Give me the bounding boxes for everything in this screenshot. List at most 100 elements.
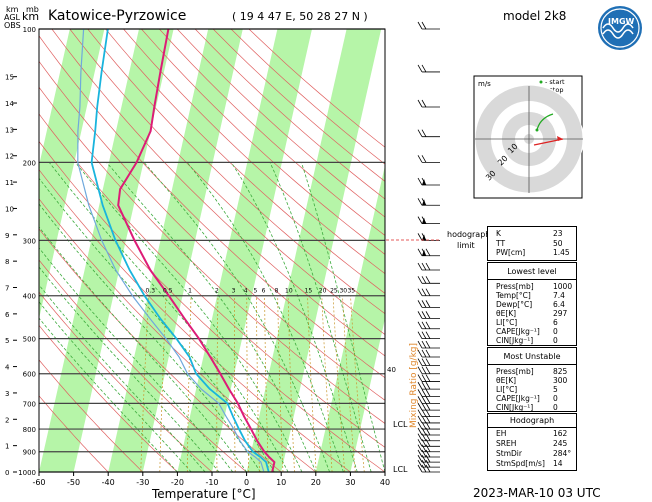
hodograph-params-panel: Hodograph EH 162 SREH 245 StmDir 284° StmSpd[m…	[487, 413, 577, 471]
isotherm-band	[39, 29, 105, 319]
hodograph-param-key: SREH	[496, 439, 517, 448]
most-unstable-panel: Most Unstable Press[mb] 825 θE[K] 300 LI[°C]…	[487, 347, 577, 412]
moist-adiabat	[39, 317, 178, 472]
most-unstable-row: Press[mb] 825	[496, 367, 572, 376]
km-tick-label: 2	[5, 416, 9, 424]
index-row-tt: TT 50	[496, 239, 572, 248]
hodograph-params-title: Hodograph	[509, 416, 555, 425]
lowest-level-key: Temp[°C]	[496, 291, 531, 300]
mixing-ratio-tick-label: 35	[347, 288, 355, 295]
km-tick-label: 1	[5, 443, 9, 451]
dry-adiabat	[176, 29, 385, 218]
x-tick-label: -40	[102, 478, 115, 487]
x-tick-label: 10	[276, 478, 286, 487]
svg-text:IMGW: IMGW	[608, 17, 635, 26]
mixing-ratio-tick-label: 30	[339, 288, 347, 295]
most-unstable-title: Most Unstable	[503, 352, 561, 361]
dry-adiabat	[39, 228, 282, 472]
mixing-ratio-tick-label: 25	[330, 288, 338, 295]
dry-adiabat	[39, 395, 109, 472]
lowest-level-key: Press[mb]	[496, 282, 534, 291]
k-label: K	[496, 229, 501, 238]
moist-adiabat	[39, 203, 261, 472]
pressure-tick-label: 200	[23, 159, 36, 167]
pressure-tick-label: 600	[23, 371, 36, 379]
mixing-ratio-tick-label: 2	[215, 288, 219, 295]
hodograph-param-key: StmDir	[496, 449, 522, 458]
hodograph-start-label: - start	[545, 78, 565, 86]
lowest-level-value: 297	[553, 309, 568, 318]
x-tick-label: 0	[244, 478, 249, 487]
unit-mb-label: mb	[26, 5, 39, 14]
lcl-label-upper: LCL	[393, 420, 408, 429]
lowest-level-value: 6.4	[553, 300, 565, 309]
wind-barb-icon	[417, 300, 440, 308]
wind-barb-icon	[417, 262, 440, 271]
hodograph-param-key: EH	[496, 429, 507, 438]
isotherm-band	[315, 165, 385, 472]
wind-barb-icon	[417, 366, 440, 375]
wind-barb-icon	[417, 216, 440, 225]
dry-adiabat	[51, 29, 385, 357]
pressure-tick-label: 1000	[18, 469, 36, 477]
pressure-tick-label: 100	[23, 26, 36, 34]
wind-barb-icon	[417, 389, 440, 397]
pressure-tick-label: 400	[23, 293, 36, 301]
dry-adiabat	[39, 86, 385, 424]
dry-adiabat	[39, 359, 144, 472]
lowest-level-row: θE[K] 297	[496, 309, 572, 318]
km-tick-label: 15	[5, 74, 14, 82]
lowest-level-row: Press[mb] 1000	[496, 282, 572, 291]
wind-barb-icon	[417, 402, 440, 411]
x-tick-label: -60	[32, 478, 45, 487]
hodograph-limit-label-2: limit	[457, 241, 475, 250]
wind-barb-icon	[417, 374, 440, 382]
x-tick-label: 40	[380, 478, 390, 487]
wind-barb-icon	[417, 409, 440, 418]
x-tick-label: -10	[205, 478, 218, 487]
hodograph-trace	[536, 113, 554, 131]
hodograph-unit: m/s	[478, 80, 491, 88]
lowest-level-row: CAPE[Jkg⁻¹] 0	[496, 327, 572, 336]
most-unstable-value: 300	[553, 376, 568, 385]
hodograph-param-value: 284°	[553, 449, 572, 458]
wind-barb-icon	[417, 311, 440, 319]
lowest-level-value: 7.4	[553, 291, 565, 300]
lowest-level-key: θE[K]	[496, 309, 517, 318]
mixing-ratio-tick-label: 0.5	[163, 288, 173, 295]
dry-adiabat	[39, 169, 351, 472]
x-tick-label: 20	[311, 478, 321, 487]
most-unstable-key: LI[°C]	[496, 385, 518, 394]
dry-adiabat	[39, 35, 385, 379]
mixing-ratio-tick-label: 5	[253, 288, 257, 295]
hodograph-param-row: StmDir 284°	[496, 449, 572, 458]
lowest-level-row: CIN[Jkg⁻¹] 0	[496, 336, 572, 345]
mixing-ratio-axis-label: Mixing Ratio [g/kg]	[409, 343, 419, 428]
most-unstable-row: CAPE[Jkg⁻¹] 0	[496, 394, 572, 403]
dewpoint2-profile-line	[77, 29, 265, 472]
most-unstable-key: Press[mb]	[496, 367, 534, 376]
marker-40: 40	[387, 366, 396, 374]
lowest-level-title: Lowest level	[507, 267, 557, 276]
mixing-ratio-tick-label: 8	[275, 288, 279, 295]
lowest-level-value: 6	[553, 318, 558, 327]
hodograph-param-key: StmSpd[m/s]	[496, 459, 545, 468]
mixing-ratio-tick-label: 6	[262, 288, 266, 295]
index-row-pw: PW[cm] 1.45	[496, 248, 572, 257]
lowest-level-panel: Lowest level Press[mb] 1000 Temp[°C] 7.4 Dew…	[487, 262, 577, 346]
indices-panel: K 23 TT 50 PW[cm] 1.45	[487, 226, 577, 261]
dry-adiabat	[39, 259, 247, 472]
x-axis-title: Temperature [°C]	[151, 487, 256, 501]
wind-barb-icon	[417, 415, 440, 424]
km-tick-label: 14	[5, 100, 14, 108]
wind-barb-icon	[417, 155, 440, 163]
temperature-profile-line	[117, 29, 276, 472]
wind-barb-icon	[417, 321, 440, 330]
lowest-level-key: LI[°C]	[496, 318, 518, 327]
tt-value: 50	[553, 239, 563, 248]
obs-label: OBS	[4, 21, 21, 30]
hodograph-panel: m/s - start - stop 10 20 30	[473, 75, 584, 199]
most-unstable-key: CAPE[Jkg⁻¹]	[496, 394, 540, 403]
